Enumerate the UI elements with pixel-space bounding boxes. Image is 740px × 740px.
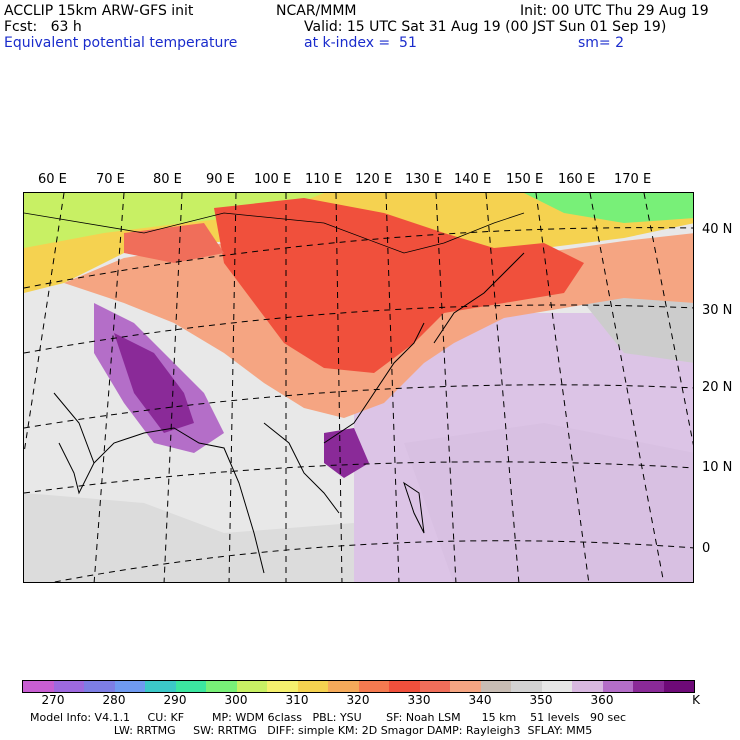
lon-label: 150 E (506, 172, 544, 187)
valid-time: Valid: 15 UTC Sat 31 Aug 19 (00 JST Sun … (304, 19, 667, 35)
colorbar-tick: 270 (41, 693, 65, 707)
colorbar-swatch (572, 681, 603, 692)
indochina-coast (263, 422, 340, 514)
colorbar (22, 680, 695, 693)
colorbar-tick: 340 (468, 693, 492, 707)
lon-label: 170 E (614, 172, 652, 187)
colorbar-swatch (297, 681, 328, 692)
model-info-line2: LW: RRTMG SW: RRTMG DIFF: simple KM: 2D … (30, 724, 593, 737)
india-west-coast (53, 392, 95, 495)
colorbar-tick: 350 (529, 693, 553, 707)
colorbar-swatch (450, 681, 481, 692)
colorbar-swatch (267, 681, 298, 692)
colorbar-swatch (480, 681, 511, 692)
coastlines (24, 212, 525, 574)
model-title: ACCLIP 15km ARW-GFS init (4, 3, 194, 19)
lon-label: 140 E (454, 172, 492, 187)
colorbar-tick: 300 (224, 693, 248, 707)
lat-line-10 (24, 461, 693, 494)
colorbar-swatch (145, 681, 176, 692)
theta-e-maximum (214, 198, 584, 373)
colorbar-swatch (358, 681, 389, 692)
west-pacific-lavender (404, 423, 693, 582)
philippines-outline (403, 481, 425, 534)
lon-line (589, 193, 665, 582)
colorbar-tick: 310 (285, 693, 309, 707)
lon-label: 100 E (254, 172, 292, 187)
india-deep-purple (114, 333, 194, 433)
lon-label: 80 E (153, 172, 182, 187)
colorbar-swatch (602, 681, 633, 692)
lat-line-0 (51, 540, 693, 582)
colorbar-tick: 320 (346, 693, 370, 707)
colorbar-tick: 280 (102, 693, 126, 707)
colorbar-swatch (541, 681, 572, 692)
field-name: Equivalent potential temperature (4, 35, 238, 51)
lon-label: 90 E (206, 172, 235, 187)
japan-korea-coast (433, 252, 525, 344)
center-label: NCAR/MMM (276, 3, 357, 19)
model-info-line1: Model Info: V4.1.1 CU: KF MP: WDM 6class… (30, 711, 627, 724)
map-canvas (24, 193, 693, 582)
lon-label: 160 E (558, 172, 596, 187)
theta-e-map (23, 192, 694, 583)
colorbar-tick: 360 (590, 693, 614, 707)
colorbar-tick: 330 (407, 693, 431, 707)
lon-label: 130 E (405, 172, 443, 187)
lat-label: 40 N (702, 222, 733, 237)
colorbar-swatch (328, 681, 359, 692)
colorbar-swatch (511, 681, 542, 692)
northern-borders (24, 212, 525, 254)
lat-label: 0 (702, 541, 711, 556)
northeast-green-patch (524, 193, 693, 223)
colorbar-swatch (633, 681, 664, 692)
china-coast (323, 322, 425, 444)
lon-label: 60 E (38, 172, 67, 187)
lat-label: 30 N (702, 303, 733, 318)
colorbar-swatch (663, 681, 694, 692)
lon-label: 70 E (96, 172, 125, 187)
lon-line (643, 193, 693, 446)
red-patch-west (124, 223, 224, 263)
level-index: at k-index = 51 (304, 35, 417, 51)
colorbar-unit: K (692, 693, 700, 707)
init-time: Init: 00 UTC Thu 29 Aug 19 (520, 3, 709, 19)
colorbar-swatch (53, 681, 84, 692)
graticule (24, 193, 693, 582)
colorbar-swatch (206, 681, 237, 692)
colorbar-swatch (236, 681, 267, 692)
bay-of-bengal-coast (93, 427, 265, 574)
colorbar-swatch (23, 681, 54, 692)
colorbar-swatch (389, 681, 420, 692)
smoothing-label: sm= 2 (578, 35, 625, 51)
lon-label: 120 E (355, 172, 393, 187)
forecast-hour: Fcst: 63 h (4, 19, 82, 35)
colorbar-swatch (114, 681, 145, 692)
lat-label: 10 N (702, 460, 733, 475)
southern-ocean-grey (24, 493, 354, 582)
colorbar-swatch (175, 681, 206, 692)
lon-label: 110 E (305, 172, 343, 187)
colorbar-swatch (84, 681, 115, 692)
lat-label: 20 N (702, 380, 733, 395)
colorbar-tick: 290 (163, 693, 187, 707)
colorbar-swatch (419, 681, 450, 692)
